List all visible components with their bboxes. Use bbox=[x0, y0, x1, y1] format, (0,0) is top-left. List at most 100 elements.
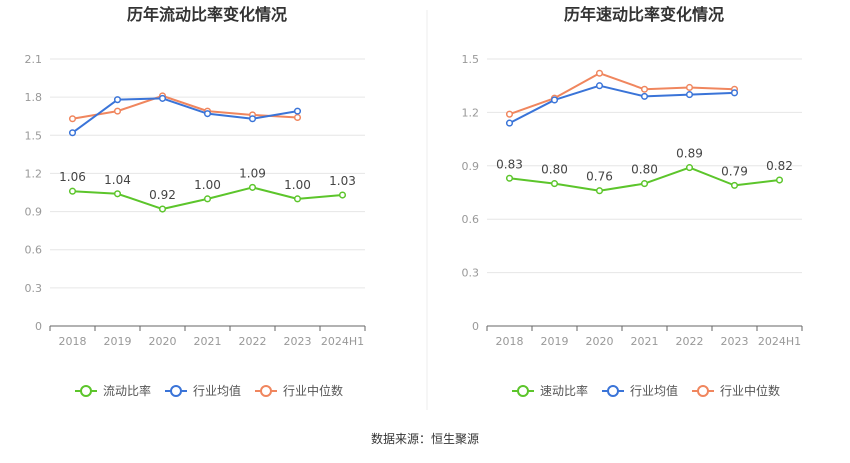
data-label: 0.76 bbox=[586, 170, 613, 184]
data-point bbox=[68, 129, 77, 137]
series-line bbox=[72, 94, 298, 120]
data-label: 1.06 bbox=[59, 170, 86, 184]
y-tick-label: 1.5 bbox=[25, 129, 43, 142]
data-point bbox=[113, 96, 122, 104]
y-tick-label: 0.6 bbox=[462, 213, 480, 226]
data-point bbox=[248, 115, 257, 123]
data-point bbox=[113, 190, 122, 198]
data-point bbox=[505, 119, 514, 127]
y-tick-label: 0.9 bbox=[462, 160, 480, 173]
data-point bbox=[68, 187, 77, 195]
legend-item[interactable]: 行业均值 bbox=[165, 383, 241, 398]
data-point bbox=[203, 110, 212, 118]
legend-label: 速动比率 bbox=[540, 383, 588, 398]
data-point bbox=[685, 164, 694, 172]
data-label: 0.80 bbox=[541, 163, 568, 177]
x-tick-label: 2018 bbox=[496, 335, 524, 348]
y-tick-label: 0 bbox=[472, 320, 479, 333]
data-point bbox=[505, 174, 514, 182]
legend-item[interactable]: 行业中位数 bbox=[692, 383, 780, 398]
legend-marker bbox=[517, 385, 529, 397]
legend-label: 行业均值 bbox=[193, 383, 241, 398]
quick-ratio-chart: 历年速动比率变化情况 0 0.3 0.6 0.9 1.2 1.5 2018 2019 2020 2… bbox=[462, 5, 803, 398]
x-tick-label: 2023 bbox=[721, 335, 749, 348]
y-tick-label: 0.6 bbox=[25, 244, 43, 257]
data-label: 0.92 bbox=[149, 188, 176, 202]
data-point bbox=[730, 89, 739, 97]
legend-marker bbox=[80, 385, 92, 397]
data-label: 1.00 bbox=[194, 178, 221, 192]
x-tick-label: 2019 bbox=[541, 335, 569, 348]
data-point bbox=[505, 110, 514, 118]
data-point bbox=[293, 107, 302, 115]
legend-item[interactable]: 行业中位数 bbox=[255, 383, 343, 398]
chart-title: 历年流动比率变化情况 bbox=[127, 5, 287, 24]
legend-item[interactable]: 速动比率 bbox=[512, 383, 588, 398]
data-label: 0.80 bbox=[631, 163, 658, 177]
x-tick-label: 2020 bbox=[149, 335, 177, 348]
y-tick-label: 1.8 bbox=[25, 91, 43, 104]
y-tick-label: 1.2 bbox=[462, 106, 480, 119]
data-label: 0.89 bbox=[676, 147, 703, 161]
y-tick-label: 0.3 bbox=[25, 282, 43, 295]
data-label: 0.83 bbox=[496, 157, 523, 171]
x-tick-label: 2020 bbox=[586, 335, 614, 348]
data-point bbox=[595, 187, 604, 195]
x-tick-label: 2024H1 bbox=[321, 335, 364, 348]
data-label: 1.00 bbox=[284, 178, 311, 192]
data-label: 1.09 bbox=[239, 166, 266, 180]
data-label: 1.03 bbox=[329, 174, 356, 188]
legend-item[interactable]: 流动比率 bbox=[75, 383, 151, 398]
data-point bbox=[730, 181, 739, 189]
y-tick-label: 0.9 bbox=[25, 206, 43, 219]
data-point bbox=[158, 94, 167, 102]
series-line bbox=[509, 72, 735, 116]
data-point bbox=[113, 107, 122, 115]
data-point bbox=[203, 195, 212, 203]
legend-label: 流动比率 bbox=[103, 383, 151, 398]
data-point bbox=[640, 85, 649, 93]
data-point bbox=[293, 195, 302, 203]
y-tick-label: 0 bbox=[35, 320, 42, 333]
series-line bbox=[509, 84, 735, 124]
data-point bbox=[640, 92, 649, 100]
x-tick-label: 2022 bbox=[239, 335, 267, 348]
data-point bbox=[293, 113, 302, 122]
data-point bbox=[685, 91, 694, 99]
y-tick-label: 2.1 bbox=[25, 53, 43, 66]
data-point bbox=[68, 115, 77, 123]
legend-label: 行业中位数 bbox=[720, 383, 780, 398]
data-point bbox=[595, 69, 604, 77]
data-point bbox=[685, 83, 694, 92]
legend-marker bbox=[607, 385, 619, 397]
y-tick-label: 0.3 bbox=[462, 267, 480, 280]
legend-marker bbox=[170, 385, 182, 397]
data-label: 0.82 bbox=[766, 159, 793, 173]
y-tick-label: 1.5 bbox=[462, 53, 480, 66]
data-point bbox=[595, 82, 604, 90]
data-point bbox=[640, 180, 649, 188]
y-tick-label: 1.2 bbox=[25, 167, 43, 180]
data-point bbox=[550, 180, 559, 188]
data-point bbox=[775, 176, 784, 184]
data-source: 数据来源：恒生聚源 bbox=[371, 431, 479, 446]
legend-marker bbox=[260, 385, 272, 397]
x-tick-label: 2021 bbox=[631, 335, 659, 348]
data-label: 0.79 bbox=[721, 164, 748, 178]
x-tick-label: 2018 bbox=[59, 335, 87, 348]
legend-marker bbox=[697, 385, 709, 397]
legend-item[interactable]: 行业均值 bbox=[602, 383, 678, 398]
current-ratio-chart: 历年流动比率变化情况 0 0.3 0.6 0.9 1.2 1.5 1.8 2.1 2018 201… bbox=[25, 5, 366, 398]
data-label: 1.04 bbox=[104, 173, 131, 187]
series-line bbox=[71, 97, 298, 134]
x-tick-label: 2023 bbox=[284, 335, 312, 348]
x-tick-label: 2024H1 bbox=[758, 335, 801, 348]
data-point bbox=[158, 205, 167, 213]
chart-title: 历年速动比率变化情况 bbox=[564, 5, 724, 24]
data-point bbox=[338, 191, 347, 199]
data-point bbox=[248, 183, 257, 191]
legend-label: 行业中位数 bbox=[283, 383, 343, 398]
x-tick-label: 2021 bbox=[194, 335, 222, 348]
x-tick-label: 2019 bbox=[104, 335, 132, 348]
